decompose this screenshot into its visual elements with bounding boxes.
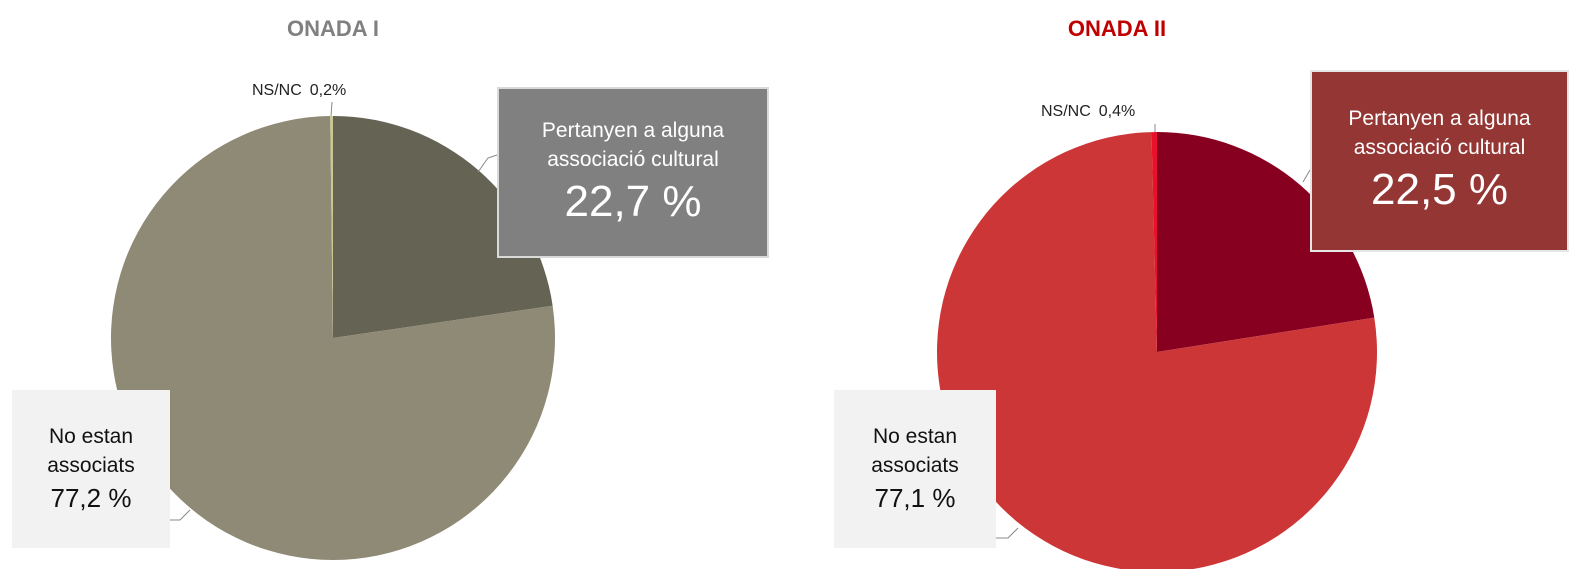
slice-label: Pertanyen a alguna associació cultural 22… <box>497 87 769 258</box>
slice-value: 0,4% <box>1098 103 1136 120</box>
leader-line <box>1302 169 1311 183</box>
leader-line <box>996 527 1019 539</box>
slice-label: Pertanyen a alguna associació cultural 22… <box>1310 70 1569 252</box>
slice-name: Pertanyen a alguna associació cultural <box>1348 107 1531 159</box>
chart-title: ONADA II <box>1067 16 1167 41</box>
slice-name: No estan associats <box>871 425 959 477</box>
pie-slice <box>1157 132 1375 352</box>
slice-name: Pertanyen a alguna associació cultural <box>541 118 725 171</box>
slice-value: 22,7 % <box>564 176 702 226</box>
slice-label: No estan associats 77,2 % <box>12 390 170 548</box>
pie-slice <box>1151 132 1157 352</box>
slice-label: NS/NC 0,2% <box>252 82 346 100</box>
slice-name: NS/NC <box>1041 103 1091 120</box>
pie-slice <box>330 116 333 338</box>
slice-value: 22,5 % <box>1371 165 1508 214</box>
pie-slice <box>333 116 553 338</box>
slice-value: 77,1 % <box>874 483 956 513</box>
slice-value: 77,2 % <box>50 483 132 513</box>
slice-label: No estan associats 77,1 % <box>834 390 996 548</box>
leader-line <box>477 154 498 173</box>
slice-label: NS/NC 0,4% <box>1041 103 1135 121</box>
slice-name: No estan associats <box>47 425 135 477</box>
slice-name: NS/NC <box>252 82 302 99</box>
chart-title: ONADA I <box>286 16 380 41</box>
leader-line <box>170 509 191 521</box>
leader-line <box>330 101 333 117</box>
slice-value: 0,2% <box>309 82 347 99</box>
pie-slice <box>937 132 1377 569</box>
pie-slice <box>111 116 555 561</box>
